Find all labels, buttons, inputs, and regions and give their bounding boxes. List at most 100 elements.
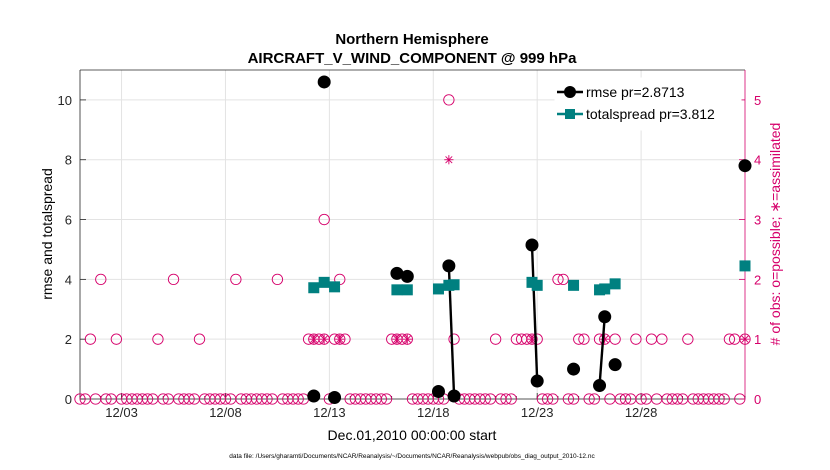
- obs-zero-marker: [713, 393, 725, 405]
- y-tick-label: 8: [65, 153, 72, 168]
- obs-possible-marker: [443, 94, 455, 106]
- obs-possible-marker: [723, 333, 736, 345]
- totalspread-point: [448, 279, 460, 291]
- totalspread-point: [531, 279, 543, 291]
- chart-title: Northern Hemisphere: [335, 31, 488, 48]
- obs-zero-marker: [734, 393, 746, 405]
- obs-zero-marker: [292, 393, 304, 405]
- y2-tick-label: 4: [754, 153, 761, 168]
- chart-subtitle: AIRCRAFT_V_WIND_COMPONENT @ 999 hPa: [248, 50, 578, 67]
- totalspread-point: [329, 281, 341, 293]
- obs-assimilated-marker: [309, 334, 319, 344]
- y2-tick-label: 5: [754, 93, 761, 108]
- rmse-point: [598, 310, 612, 324]
- obs-possible-marker: [526, 333, 538, 345]
- y2-tick-label: 3: [754, 213, 761, 228]
- obs-assimilated-marker: [740, 334, 750, 344]
- obs-possible-marker: [552, 273, 564, 286]
- footnote: data file: /Users/gharamti/Documents/NCA…: [229, 453, 595, 460]
- obs-assimilated-stroke: [310, 335, 318, 343]
- x-tick-label: 12/23: [521, 405, 554, 420]
- obs-possible-marker: [334, 333, 346, 345]
- obs-zero-marker: [183, 393, 195, 405]
- obs-zero-marker: [619, 393, 632, 405]
- x-axis-label: Dec.01,2010 00:00:00 start: [328, 427, 497, 443]
- y2-tick-label: 2: [754, 272, 761, 287]
- x-tick-label: 12/13: [313, 405, 346, 420]
- obs-possible-marker: [578, 333, 590, 345]
- obs-zero-marker: [157, 393, 169, 405]
- obs-assimilated-marker: [402, 334, 412, 344]
- rmse-point: [738, 159, 752, 173]
- obs-zero-marker: [505, 393, 517, 405]
- rmse-point: [530, 374, 544, 388]
- obs-zero-marker: [74, 393, 86, 405]
- y-tick-label: 0: [65, 392, 72, 407]
- obs-zero-marker: [562, 393, 575, 405]
- obs-assimilated-stroke: [741, 335, 749, 343]
- y-tick-label: 10: [58, 93, 72, 108]
- y-tick-label: 4: [65, 272, 72, 287]
- totalspread-point: [308, 282, 320, 294]
- obs-possible-marker: [230, 273, 242, 286]
- totalspread-point: [599, 283, 611, 295]
- rmse-point: [567, 362, 581, 376]
- obs-zero-marker: [380, 393, 393, 405]
- obs-possible-marker: [739, 333, 751, 345]
- rmse-line-segment: [530, 244, 539, 382]
- totalspread-point: [318, 276, 330, 288]
- legend: rmse pr=2.8713 totalspread pr=3.812: [554, 77, 742, 131]
- obs-layer: [74, 94, 751, 405]
- y2-axis-label: # of obs: o=possible; ∗=assimilated: [767, 123, 783, 346]
- obs-assimilated-marker: [319, 334, 329, 344]
- obs-zero-marker: [671, 393, 684, 405]
- obs-possible-marker: [271, 273, 284, 286]
- rmse-point: [317, 75, 331, 89]
- obs-zero-marker: [141, 393, 154, 405]
- obs-possible-marker: [656, 333, 668, 345]
- obs-possible-marker: [609, 333, 621, 345]
- x-tick-label: 12/18: [417, 405, 450, 420]
- rmse-point: [442, 259, 456, 273]
- rmse-point: [593, 379, 607, 393]
- legend-label-rmse: rmse pr=2.8713: [586, 84, 685, 100]
- obs-zero-marker: [547, 393, 559, 405]
- totalspread-point: [432, 283, 444, 295]
- obs-zero-marker: [541, 393, 554, 405]
- obs-zero-marker: [583, 393, 595, 405]
- rmse-point: [400, 269, 414, 283]
- obs-zero-marker: [635, 393, 647, 405]
- obs-possible-marker: [84, 333, 97, 345]
- obs-zero-marker: [219, 393, 232, 405]
- rmse-point: [447, 389, 461, 403]
- totalspread-point: [739, 260, 751, 272]
- obs-assimilated-stroke: [528, 335, 536, 343]
- obs-assimilated-marker: [335, 334, 345, 344]
- obs-possible-marker: [682, 333, 694, 345]
- rmse-point: [328, 391, 342, 405]
- rmse-point: [608, 358, 622, 372]
- y-axis-label: rmse and totalspread: [39, 168, 55, 300]
- rmse-point: [431, 385, 445, 399]
- y2-tick-label: 1: [754, 332, 761, 347]
- obs-possible-marker: [318, 213, 330, 226]
- obs-zero-marker: [479, 393, 491, 405]
- totalspread-point: [609, 278, 621, 290]
- legend-marker-totalspread: [565, 109, 575, 119]
- x-tick-label: 12/03: [105, 405, 138, 420]
- obs-possible-marker: [573, 333, 585, 345]
- obs-assimilated-marker: [392, 334, 402, 344]
- obs-assimilated-stroke: [445, 156, 453, 164]
- obs-zero-marker: [718, 393, 730, 405]
- obs-zero-marker: [567, 393, 580, 405]
- y-tick-label: 6: [65, 213, 72, 228]
- obs-zero-marker: [375, 393, 387, 405]
- rmse-point: [307, 389, 321, 403]
- legend-marker-rmse: [564, 86, 576, 98]
- obs-assimilated-stroke: [393, 335, 401, 343]
- obs-zero-marker: [261, 393, 273, 405]
- rmse-point: [525, 238, 539, 252]
- rmse-line-segment: [598, 316, 606, 386]
- obs-possible-marker: [110, 333, 123, 345]
